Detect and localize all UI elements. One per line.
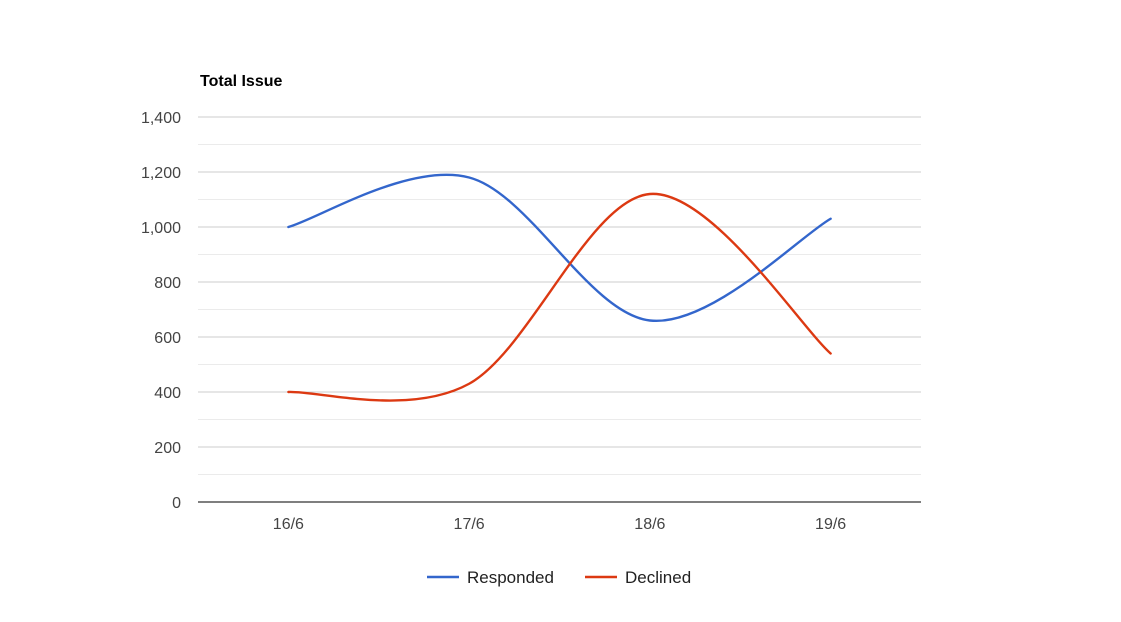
x-tick-label: 19/6 [815,516,846,533]
y-tick-label: 400 [154,385,181,402]
x-tick-label: 17/6 [454,516,485,533]
y-axis-ticks: 0 200 400 600 800 1,000 1,200 1,400 [141,110,181,512]
x-axis-ticks: 16/6 17/6 18/6 19/6 [273,516,846,533]
y-tick-label: 1,000 [141,220,181,237]
chart-title: Total Issue [200,73,282,90]
y-tick-label: 200 [154,440,181,457]
x-tick-label: 18/6 [634,516,665,533]
legend-label-responded: Responded [467,568,554,587]
y-tick-label: 600 [154,330,181,347]
y-tick-label: 0 [172,495,181,512]
legend: Responded Declined [427,568,691,587]
series-line-responded [287,173,832,322]
series-layer [287,173,832,402]
series-line-declined [287,192,832,402]
x-tick-label: 16/6 [273,516,304,533]
y-tick-label: 1,400 [141,110,181,127]
y-tick-label: 800 [154,275,181,292]
grid-layer [198,116,921,503]
legend-label-declined: Declined [625,568,691,587]
y-tick-label: 1,200 [141,165,181,182]
